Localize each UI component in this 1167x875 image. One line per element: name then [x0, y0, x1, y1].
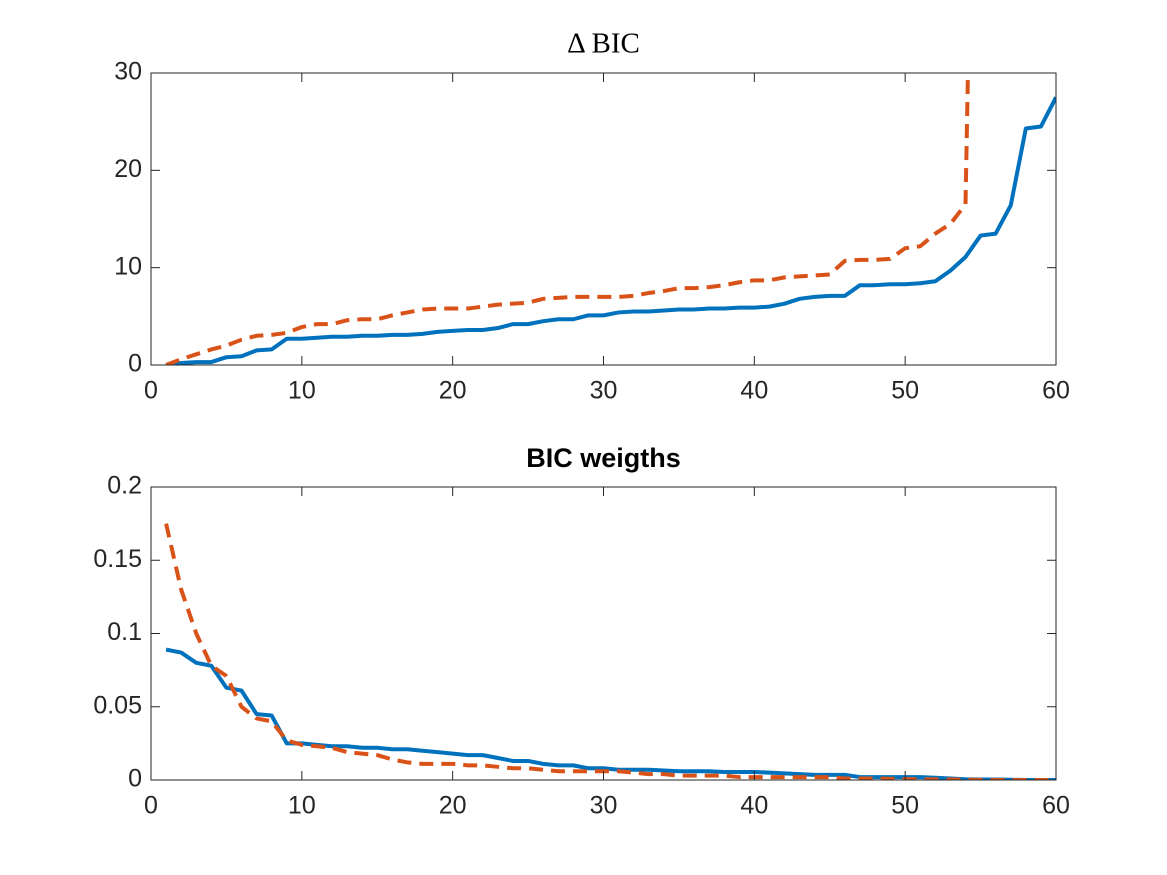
y-tick-label: 0.1	[107, 618, 142, 646]
plot-area	[151, 487, 1056, 780]
plot-area	[151, 73, 1056, 365]
x-tick-label: 60	[1042, 792, 1070, 820]
x-tick-label: 50	[891, 792, 919, 820]
x-tick-label: 40	[740, 792, 768, 820]
y-tick-label: 0	[128, 765, 142, 793]
chart-title: Δ BIC	[567, 28, 640, 60]
plot-lines	[165, 73, 1056, 365]
x-tick-label: 10	[288, 792, 316, 820]
x-tick-label: 30	[590, 377, 618, 405]
data-line	[165, 96, 1056, 365]
y-tick-label: 0.05	[93, 691, 142, 719]
data-line	[164, 523, 1056, 780]
x-tick-label: 0	[144, 377, 158, 405]
plot-lines	[164, 523, 1056, 780]
y-tick-label: 30	[114, 58, 142, 86]
y-tick-label: 0	[128, 350, 142, 378]
x-tick-label: 20	[439, 377, 467, 405]
y-tick-label: 10	[114, 252, 142, 280]
y-tick-label: 20	[114, 155, 142, 183]
x-tick-label: 60	[1042, 377, 1070, 405]
chart-title: BIC weigths	[526, 443, 681, 473]
x-tick-label: 30	[590, 792, 618, 820]
x-tick-label: 20	[439, 792, 467, 820]
y-tick-label: 0.15	[93, 545, 142, 573]
x-tick-label: 10	[288, 377, 316, 405]
x-tick-label: 40	[740, 377, 768, 405]
y-tick-label: 0.2	[107, 472, 142, 500]
data-line	[165, 73, 970, 365]
x-tick-label: 0	[144, 792, 158, 820]
x-tick-label: 50	[891, 377, 919, 405]
